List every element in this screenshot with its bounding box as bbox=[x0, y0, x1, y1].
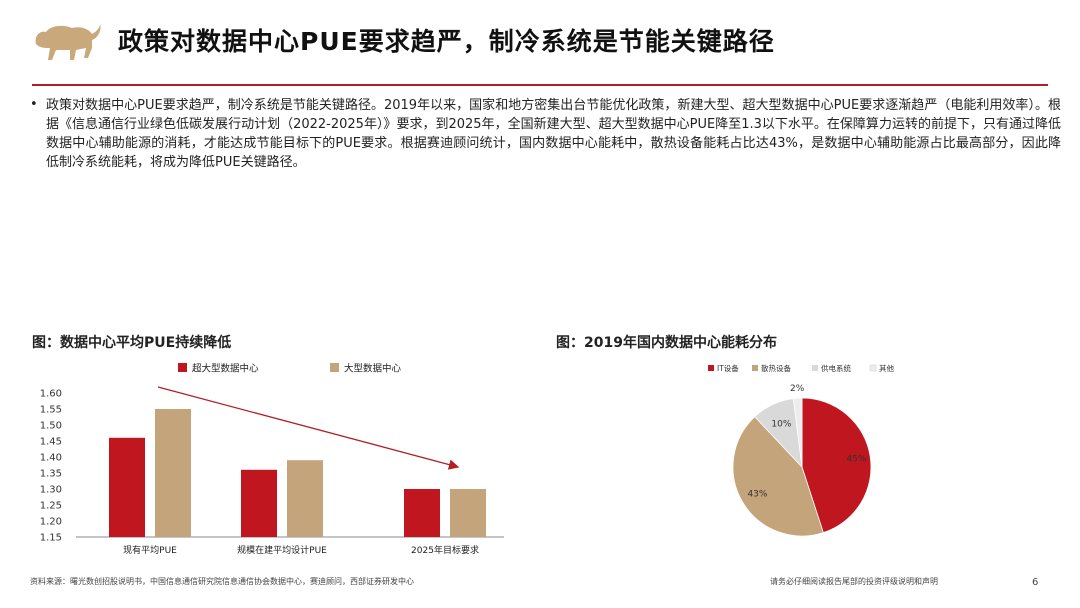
pie-legend-swatch bbox=[752, 365, 758, 371]
footer-disclaimer: 请务必仔细阅读报告尾部的投资评级说明和声明 bbox=[770, 577, 938, 586]
bar bbox=[287, 460, 323, 537]
bull-logo-icon bbox=[35, 24, 101, 60]
legend-swatch bbox=[178, 363, 187, 372]
pie-slice-label: 45% bbox=[847, 454, 867, 464]
legend-swatch bbox=[330, 363, 339, 372]
trend-arrow bbox=[157, 386, 460, 470]
pie-slice bbox=[732, 416, 824, 537]
y-tick-label: 1.60 bbox=[40, 389, 62, 400]
bar-chart-caption: 图：数据中心平均PUE持续降低 bbox=[32, 335, 232, 351]
pie-legend-swatch bbox=[812, 365, 818, 371]
energy-pie-chart: IT设备 散热设备 供电系统 其他 45% 43% 10% 2% bbox=[708, 363, 894, 537]
pie-legend-swatch bbox=[869, 364, 877, 372]
x-category-label: 2025年目标要求 bbox=[411, 544, 479, 556]
y-tick-label: 1.30 bbox=[40, 485, 62, 496]
pie-slice bbox=[792, 397, 803, 468]
pie-chart-caption: 图：2019年国内数据中心能耗分布 bbox=[556, 335, 777, 351]
pie-slice-label: 10% bbox=[771, 419, 791, 429]
title-divider bbox=[32, 84, 1048, 86]
pie-legend-swatch bbox=[708, 365, 714, 371]
bar bbox=[241, 469, 277, 537]
footer-source: 资料来源：曙光数创招股说明书，中国信息通信研究院信息通信协会数据中心，赛迪顾问，… bbox=[30, 577, 414, 586]
pie-legend-label: IT设备 bbox=[717, 363, 739, 373]
page-title: 政策对数据中心PUE要求趋严，制冷系统是节能关键路径 bbox=[118, 27, 775, 56]
y-tick-label: 1.40 bbox=[40, 453, 62, 464]
bullet-text: 政策对数据中心PUE要求趋严，制冷系统是节能关键路径。2019年以来，国家和地方… bbox=[46, 98, 1061, 170]
y-tick-label: 1.20 bbox=[40, 517, 62, 528]
y-tick-label: 1.45 bbox=[40, 437, 62, 448]
pue-bar-chart: 超大型数据中心 大型数据中心 1.15 1.20 1.25 1.30 1.35 1.40 1.… bbox=[40, 363, 504, 556]
x-category-label: 规模在建平均设计PUE bbox=[237, 544, 327, 556]
pie-slice-label: 2% bbox=[790, 384, 805, 394]
y-tick-label: 1.55 bbox=[40, 405, 62, 416]
y-tick-label: 1.25 bbox=[40, 501, 62, 512]
y-tick-label: 1.35 bbox=[40, 469, 62, 480]
legend-label: 超大型数据中心 bbox=[192, 363, 259, 375]
bar bbox=[404, 489, 440, 537]
pie-slice bbox=[801, 397, 872, 534]
pie-legend-label: 其他 bbox=[879, 363, 894, 373]
bar bbox=[109, 437, 145, 537]
pie-legend-label: 供电系统 bbox=[821, 363, 851, 373]
y-tick-label: 1.50 bbox=[40, 421, 62, 432]
page-number: 6 bbox=[1032, 577, 1039, 588]
pie-slice-label: 43% bbox=[747, 489, 767, 499]
bar bbox=[450, 489, 486, 537]
bullet-marker: • bbox=[30, 97, 38, 112]
x-category-label: 现有平均PUE bbox=[123, 544, 177, 556]
bar bbox=[155, 409, 191, 537]
pie-legend-label: 散热设备 bbox=[761, 363, 791, 373]
legend-label: 大型数据中心 bbox=[344, 363, 402, 375]
y-tick-label: 1.15 bbox=[40, 533, 62, 544]
